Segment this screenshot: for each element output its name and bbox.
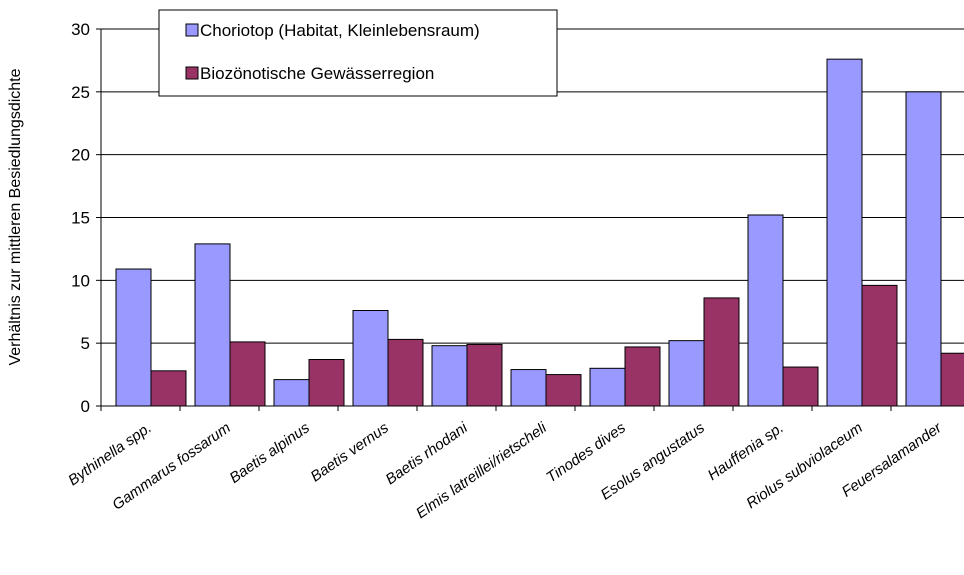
- bar-choriotop: [115, 268, 152, 407]
- bar-biozoenotisch: [703, 297, 740, 407]
- bar-choriotop: [273, 379, 310, 407]
- bar-choriotop: [747, 214, 784, 407]
- category-label: Baetis alpinus: [227, 419, 314, 487]
- legend-label-choriotop: Choriotop (Habitat, Kleinlebensraum): [200, 21, 480, 40]
- bar-biozoenotisch: [545, 374, 582, 407]
- bar-biozoenotisch: [387, 338, 424, 407]
- bar-choriotop: [826, 58, 863, 407]
- bar-choriotop: [431, 345, 468, 407]
- legend: Choriotop (Habitat, Kleinlebensraum) Bio…: [158, 9, 558, 97]
- bars: [115, 58, 964, 407]
- category-label: Hauffenia sp.: [705, 419, 787, 484]
- axes: [100, 29, 964, 407]
- bar-biozoenotisch: [150, 370, 187, 407]
- y-tick-label: 5: [81, 334, 90, 353]
- y-axis-label: Verhältnis zur mittleren Besiedlungsdich…: [7, 68, 24, 365]
- bar-choriotop: [905, 91, 942, 407]
- bar-biozoenotisch: [940, 352, 964, 407]
- bar-choriotop: [510, 369, 547, 407]
- bar-biozoenotisch: [466, 343, 503, 407]
- y-tick-label: 25: [71, 83, 90, 102]
- bar-choriotop: [589, 367, 626, 407]
- bar-biozoenotisch: [861, 284, 898, 407]
- bar-biozoenotisch: [782, 366, 819, 407]
- bar-choriotop: [194, 243, 231, 407]
- y-tick-label: 10: [71, 271, 90, 290]
- bar-biozoenotisch: [229, 341, 266, 407]
- bar-biozoenotisch: [624, 346, 661, 407]
- legend-swatch-choriotop: [185, 23, 199, 37]
- y-tick-label: 15: [71, 209, 90, 228]
- legend-swatch-biozoenotisch: [185, 66, 199, 80]
- category-label: Elmis latreillei/rietscheli: [413, 419, 550, 522]
- bar-choriotop: [668, 340, 705, 407]
- y-tick-label: 30: [71, 20, 90, 39]
- y-tick-labels: 0 5 10 15 20 25 30: [71, 20, 90, 416]
- bar-choriotop: [352, 309, 389, 407]
- legend-label-biozoenotisch: Biozönotische Gewässerregion: [200, 64, 434, 83]
- y-tick-label: 20: [71, 146, 90, 165]
- y-tick-label: 0: [81, 397, 90, 416]
- category-label: Baetis vernus: [308, 419, 393, 485]
- legend-box: [158, 9, 558, 97]
- bar-biozoenotisch: [308, 359, 345, 407]
